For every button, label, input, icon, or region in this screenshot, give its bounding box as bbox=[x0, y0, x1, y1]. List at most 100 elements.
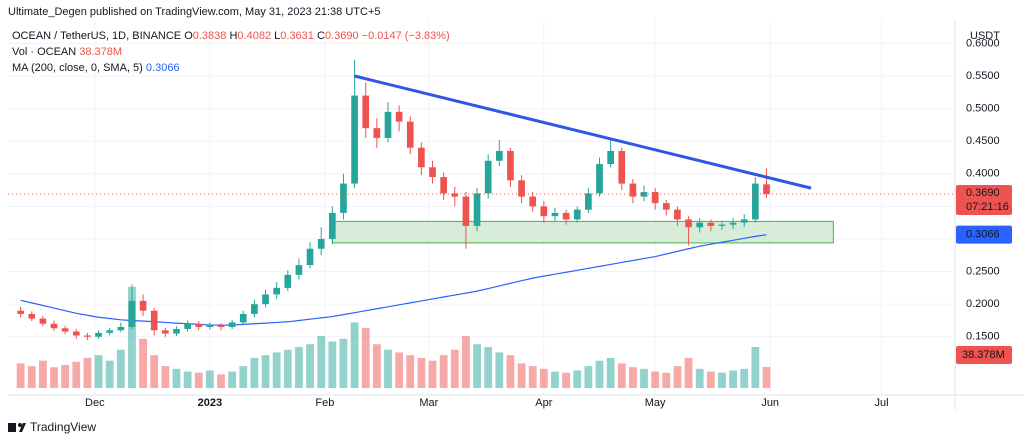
volume-bar bbox=[395, 352, 404, 388]
candle-body bbox=[395, 111, 403, 122]
candle-body bbox=[251, 304, 258, 314]
volume-bar bbox=[295, 346, 303, 388]
volume-bar bbox=[729, 370, 737, 388]
candle-body bbox=[184, 323, 191, 329]
volume-bar bbox=[361, 327, 370, 388]
volume-bar bbox=[317, 336, 326, 388]
candle-body bbox=[373, 128, 381, 138]
candle-body bbox=[629, 183, 637, 197]
volume-bar bbox=[38, 360, 47, 388]
ma-name: MA (200, close, 0, SMA, 5) bbox=[12, 62, 143, 74]
y-tick-label: 0.6000 bbox=[966, 37, 1000, 49]
candle-body bbox=[128, 300, 136, 328]
candle-body bbox=[440, 177, 447, 194]
volume-bar bbox=[16, 363, 25, 388]
candle-body bbox=[273, 287, 281, 295]
symbol: OCEAN / TetherUS, 1D, BINANCE bbox=[12, 30, 181, 42]
candle-body bbox=[206, 325, 214, 328]
candle-body bbox=[317, 238, 325, 249]
y-tick-label: 0.4500 bbox=[966, 135, 1000, 147]
volume-bar bbox=[528, 366, 537, 388]
x-tick-label: Mar bbox=[419, 397, 438, 409]
candle-body bbox=[607, 150, 614, 165]
volume-bar bbox=[83, 357, 92, 388]
candle-body bbox=[195, 323, 203, 328]
x-tick-label: Jul bbox=[874, 397, 888, 409]
ohlc-key: C bbox=[317, 30, 325, 42]
ohlc-value: 0.3690 bbox=[325, 30, 359, 42]
volume-bar bbox=[384, 349, 392, 388]
y-tick-label: 0.2000 bbox=[966, 298, 1000, 310]
candle-body bbox=[362, 95, 370, 129]
candle-body bbox=[418, 147, 425, 168]
candle-body bbox=[340, 183, 347, 213]
candle-body bbox=[573, 209, 581, 220]
volume-bar bbox=[417, 357, 426, 388]
candle-body bbox=[651, 192, 659, 204]
candle-body bbox=[495, 150, 503, 161]
candle-body bbox=[618, 150, 626, 184]
ma-price-box bbox=[956, 225, 1012, 244]
candle-body bbox=[384, 111, 392, 138]
volume-bar bbox=[439, 355, 448, 388]
support-zone bbox=[331, 220, 834, 244]
volume-bar bbox=[662, 372, 671, 388]
volume-bar bbox=[751, 346, 760, 388]
volume-bar bbox=[506, 355, 515, 388]
y-tick-label: 0.1500 bbox=[966, 331, 1000, 343]
x-tick-label: Jun bbox=[761, 397, 779, 409]
candle-body bbox=[139, 300, 147, 311]
volume-bar bbox=[105, 360, 114, 388]
volume-bar bbox=[372, 344, 381, 388]
candle-body bbox=[72, 331, 80, 336]
candle-body bbox=[529, 196, 537, 207]
volume-bar bbox=[27, 366, 36, 388]
x-tick-label: 2023 bbox=[198, 397, 222, 409]
ohlc-key: O bbox=[184, 30, 193, 42]
ohlc-value: 0.3631 bbox=[280, 30, 314, 42]
countdown: 07:21:16 bbox=[966, 201, 1009, 213]
candle-body bbox=[161, 330, 169, 334]
candle-body bbox=[39, 318, 47, 324]
candle-body bbox=[106, 330, 114, 333]
x-tick-label: Apr bbox=[535, 397, 552, 409]
volume-bar bbox=[450, 349, 459, 388]
candle-body bbox=[484, 160, 492, 194]
candle-body bbox=[729, 222, 737, 225]
volume-bar bbox=[272, 352, 281, 388]
candle-body bbox=[295, 265, 303, 275]
volume-bar bbox=[150, 355, 159, 388]
volume-bar bbox=[428, 360, 437, 388]
volume-bar bbox=[116, 349, 125, 388]
candle-body bbox=[462, 196, 470, 226]
volume-bar bbox=[673, 366, 682, 388]
volume-bar bbox=[562, 372, 571, 388]
volume-bar bbox=[762, 367, 771, 388]
volume-bar bbox=[406, 355, 415, 388]
candle-body bbox=[217, 325, 225, 328]
volume-bar bbox=[740, 368, 749, 388]
volume-bar bbox=[640, 368, 648, 388]
volume-bar bbox=[250, 357, 259, 388]
volume-bar bbox=[172, 368, 181, 388]
volume-bar bbox=[629, 367, 637, 388]
candle-body bbox=[306, 248, 314, 266]
volume-bar bbox=[584, 366, 593, 388]
volume-bar bbox=[573, 370, 582, 388]
x-tick-label: Dec bbox=[85, 397, 105, 409]
candle-body bbox=[763, 184, 770, 195]
candle-body bbox=[752, 183, 759, 220]
volume-bar bbox=[517, 363, 526, 388]
volume-bar bbox=[684, 357, 693, 388]
volume-bar bbox=[239, 366, 248, 388]
ohlc-key: L bbox=[274, 30, 280, 42]
volume-bar bbox=[50, 367, 58, 388]
volume-bar bbox=[94, 355, 103, 388]
volume-bar bbox=[328, 341, 337, 388]
volume-bar bbox=[350, 322, 359, 388]
ohlc-value: 0.3838 bbox=[193, 30, 227, 42]
volume-bar bbox=[718, 372, 726, 388]
candle-body bbox=[351, 95, 358, 184]
candle-body bbox=[551, 212, 559, 217]
